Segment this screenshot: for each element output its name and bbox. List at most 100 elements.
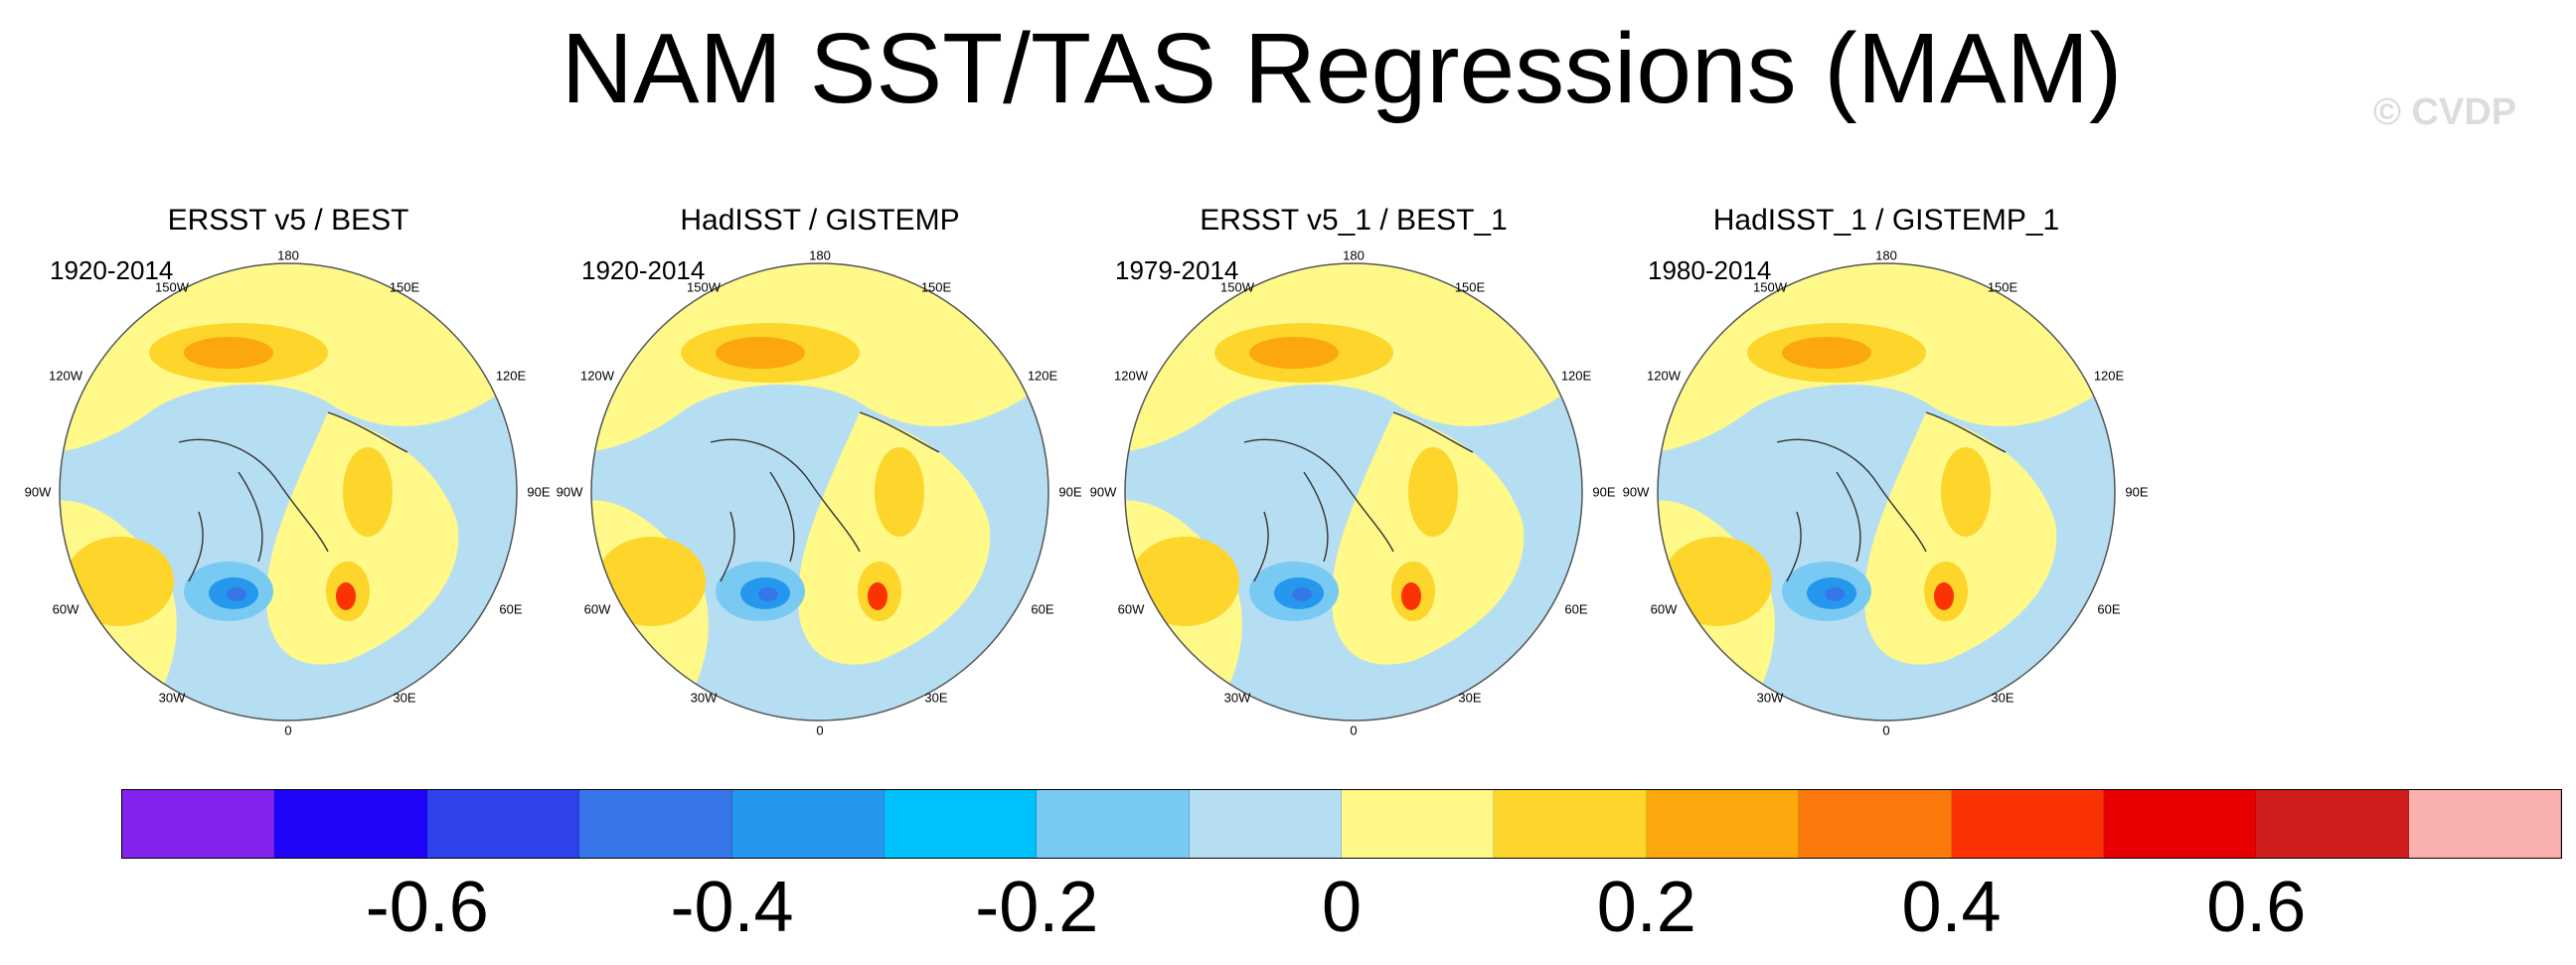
lon-label-60e: 60E [1564,601,1588,617]
colorbar [121,789,2562,859]
colorbar-tick-label: 0 [1321,868,1363,947]
lon-label-90e: 90E [1058,484,1082,500]
colorbar-swatch-1 [122,790,275,858]
lon-label-120w: 120W [580,368,614,384]
panel-title: HadISST / GISTEMP [680,204,960,237]
field-anomaly-europe-core [336,582,356,610]
lon-label-0: 0 [816,723,824,738]
lon-label-150w: 150W [1220,279,1254,295]
colorbar-swatch-2 [274,790,427,858]
lon-label-60e: 60E [1031,601,1054,617]
colorbar-swatch-15 [2256,790,2409,858]
lon-label-30e: 30E [1991,690,2014,706]
map-boundary [59,262,518,722]
coastline [1776,411,2007,582]
panel-period: 1980-2014 [1648,255,1772,285]
lon-label-120e: 120E [1560,368,1592,384]
panel-period: 1920-2014 [581,255,706,285]
lon-label-30w: 30W [1756,690,1784,706]
watermark: © CVDP [2373,91,2517,133]
lon-label-90e: 90E [2125,484,2149,500]
lon-label-60e: 60E [499,601,523,617]
colorbar-swatch-12 [1799,790,1952,858]
field-anomaly-labrador-peak [1292,587,1312,601]
lon-label-150w: 150W [1753,279,1787,295]
field-anomaly-pacific-core [716,337,805,369]
colorbar-swatch-7 [1037,790,1190,858]
colorbar-tick-label: -0.2 [975,868,1099,947]
field-anomaly-labrador-peak [1825,587,1845,601]
polar-map [1657,262,2116,722]
field-positive-eurasia [266,412,459,665]
field-anomaly-atlantic [65,537,174,626]
field-anomaly-europe-core [1934,582,1954,610]
colorbar-swatch-14 [2103,790,2257,858]
field-anomaly-pacific-core [1782,337,1871,369]
map-panel-3: ERSST v5_1 / BEST_1 1979-2014 [1090,204,1616,760]
field-anomaly-europe-core [868,582,887,610]
lon-label-90e: 90E [527,484,551,500]
field-anomaly-eurasia [875,447,924,537]
field-positive-eurasia [1864,412,2057,665]
colorbar-swatch-13 [1951,790,2104,858]
field-anomaly-europe-core [1401,582,1421,610]
lon-label-120e: 120E [495,368,527,384]
lon-label-90w: 90W [1089,484,1117,500]
map-panel-4: HadISST_1 / GISTEMP_1 1980-2014 [1623,204,2149,760]
field-anomaly-atlantic [596,537,706,626]
lon-label-0: 0 [1882,723,1890,738]
lon-label-60w: 60W [1117,601,1145,617]
field-anomaly-eurasia [343,447,393,537]
field-anomaly-labrador-peak [227,587,246,601]
polar-map [59,262,518,722]
lon-label-60w: 60W [52,601,80,617]
lon-label-120w: 120W [1647,368,1681,384]
panel-title: HadISST_1 / GISTEMP_1 [1712,204,2060,237]
lon-label-60w: 60W [1650,601,1678,617]
lon-label-30w: 30W [1223,690,1251,706]
field-anomaly-eurasia [1408,447,1458,537]
page-title: NAM SST/TAS Regressions (MAM) [561,13,2123,124]
field-anomaly-labrador-peak [758,587,778,601]
lon-label-0: 0 [284,723,292,738]
lon-label-60e: 60E [2097,601,2121,617]
field-anomaly-pacific-core [1249,337,1339,369]
lon-label-150e: 150E [389,279,420,295]
field-anomaly-pacific-core [184,337,273,369]
lon-label-30e: 30E [393,690,416,706]
panel-period: 1920-2014 [50,255,174,285]
field-anomaly-atlantic [1130,537,1239,626]
panel-title: ERSST v5_1 / BEST_1 [1200,204,1508,237]
lon-label-90w: 90W [24,484,52,500]
colorbar-swatch-4 [579,790,732,858]
coastline [710,411,940,582]
lon-label-150w: 150W [687,279,721,295]
map-panel-1: ERSST v5 / BEST 1920-2014 [25,204,551,760]
colorbar-swatch-16 [2408,790,2561,858]
colorbar-tick-label: -0.4 [670,868,794,947]
field-positive-eurasia [1332,412,1525,665]
map-panel-2: HadISST / GISTEMP 1920-2014 [557,204,1082,760]
lon-label-180: 180 [277,247,299,263]
colorbar-swatch-8 [1189,790,1342,858]
colorbar-swatch-3 [426,790,580,858]
colorbar-swatch-5 [731,790,885,858]
colorbar-tick-label: -0.6 [365,868,489,947]
lon-label-150e: 150E [1454,279,1486,295]
panel-title: ERSST v5 / BEST [167,204,409,237]
lon-label-180: 180 [809,247,831,263]
lon-label-150e: 150E [1987,279,2018,295]
polar-map [1124,262,1583,722]
colorbar-swatch-6 [884,790,1038,858]
lon-label-120e: 120E [2093,368,2125,384]
field-anomaly-atlantic [1663,537,1772,626]
panel-period: 1979-2014 [1115,255,1239,285]
lon-label-60w: 60W [583,601,611,617]
lon-label-90e: 90E [1592,484,1616,500]
lon-label-90w: 90W [1622,484,1650,500]
lon-label-90w: 90W [556,484,583,500]
lon-label-120w: 120W [49,368,82,384]
polar-map [590,262,1049,722]
lon-label-120w: 120W [1114,368,1148,384]
colorbar-tick-label: 0.2 [1596,868,1696,947]
